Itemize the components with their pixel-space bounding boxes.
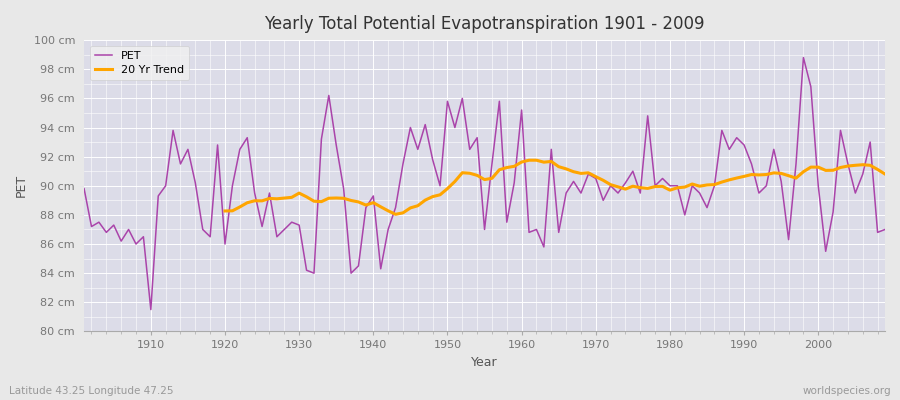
X-axis label: Year: Year bbox=[472, 356, 498, 369]
PET bbox=[138, 234, 148, 239]
20 Yr Trend bbox=[783, 173, 794, 178]
Line: 20 Yr Trend: 20 Yr Trend bbox=[225, 160, 885, 214]
PET bbox=[798, 55, 809, 60]
Line: PET: PET bbox=[84, 58, 885, 310]
20 Yr Trend bbox=[865, 163, 876, 168]
20 Yr Trend bbox=[428, 194, 438, 199]
Text: Latitude 43.25 Longitude 47.25: Latitude 43.25 Longitude 47.25 bbox=[9, 386, 174, 396]
PET bbox=[78, 186, 89, 191]
PET bbox=[879, 227, 890, 232]
Legend: PET, 20 Yr Trend: PET, 20 Yr Trend bbox=[90, 46, 189, 80]
20 Yr Trend bbox=[879, 172, 890, 176]
PET bbox=[613, 191, 624, 196]
Y-axis label: PET: PET bbox=[15, 174, 28, 197]
20 Yr Trend bbox=[391, 212, 401, 217]
20 Yr Trend bbox=[309, 199, 320, 204]
PET bbox=[309, 271, 320, 276]
PET bbox=[146, 307, 157, 312]
20 Yr Trend bbox=[524, 158, 535, 163]
PET bbox=[517, 108, 527, 112]
PET bbox=[524, 230, 535, 235]
Title: Yearly Total Potential Evapotranspiration 1901 - 2009: Yearly Total Potential Evapotranspiratio… bbox=[265, 15, 705, 33]
Text: worldspecies.org: worldspecies.org bbox=[803, 386, 891, 396]
20 Yr Trend bbox=[798, 169, 809, 174]
20 Yr Trend bbox=[694, 184, 705, 189]
20 Yr Trend bbox=[220, 208, 230, 213]
PET bbox=[353, 264, 364, 268]
